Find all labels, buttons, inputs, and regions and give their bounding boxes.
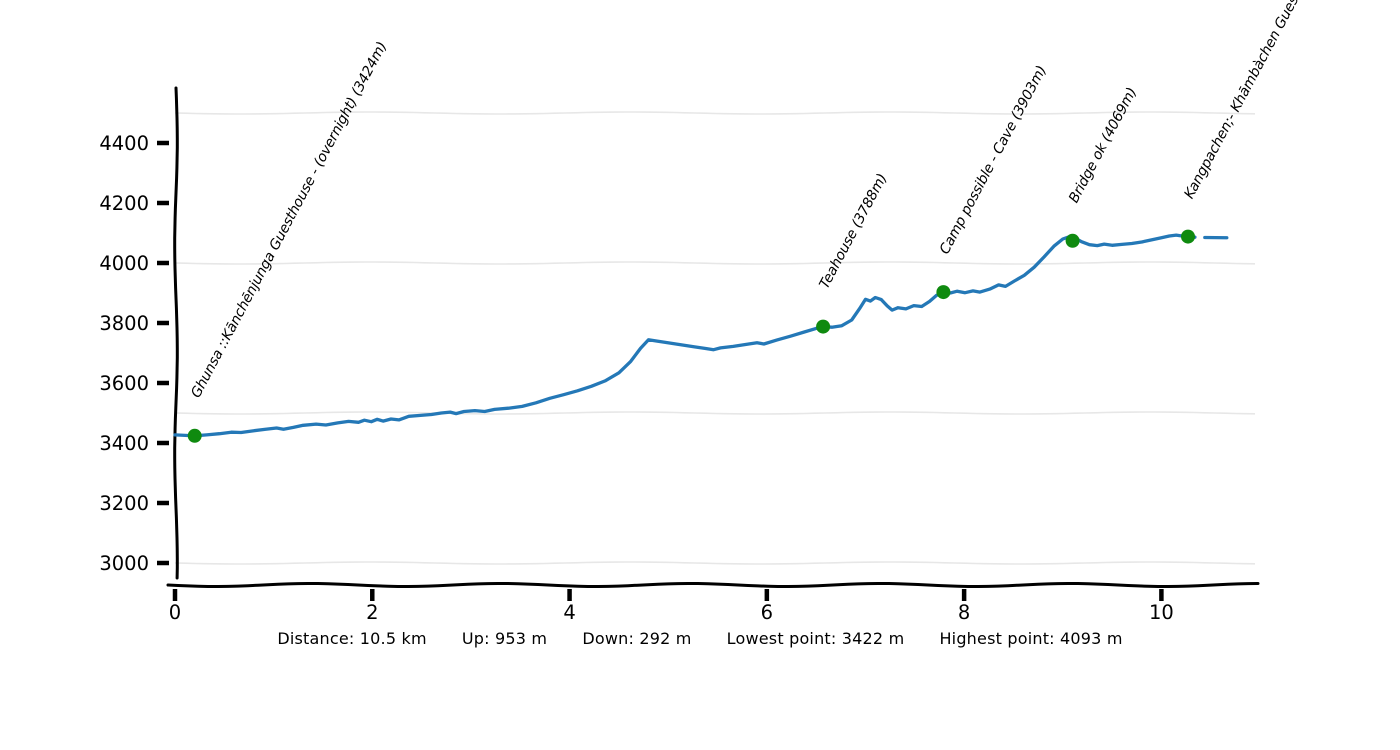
y-tick-label-3800: 3800 — [99, 312, 149, 335]
grid-line-4000 — [174, 261, 1256, 265]
x-tick-label-10: 10 — [1149, 601, 1174, 624]
x-tick-label-6: 6 — [761, 601, 773, 624]
y-tick-label-3200: 3200 — [99, 492, 149, 515]
stat-up: Up: 953 m — [461, 629, 548, 648]
y-tick-label-4200: 4200 — [99, 192, 149, 215]
waypoint-label-1: Teahouse (3788m) — [817, 171, 891, 291]
y-tick-label-3600: 3600 — [99, 372, 149, 395]
x-tick-label-4: 4 — [563, 601, 575, 624]
waypoint-marker-4[interactable] — [1181, 229, 1195, 244]
stat-highest-point: Highest point: 4093 m — [939, 629, 1123, 648]
stat-down: Down: 292 m — [582, 629, 692, 648]
waypoint-label-0: Ghunsa ::Kānchēnjunga Guesthouse - (over… — [188, 39, 390, 400]
waypoint-marker-3[interactable] — [1065, 233, 1080, 248]
elevation-line — [193, 233, 1197, 438]
waypoint-label-3: Bridge ok (4069m) — [1066, 85, 1140, 206]
stats-bar: Distance: 10.5 km Up: 953 m Down: 292 m … — [0, 629, 1400, 648]
stat-lowest-point: Lowest point: 3422 m — [726, 629, 905, 648]
grid-line-3500 — [174, 411, 1256, 415]
waypoint-label-4: Kangpachen;- Khāmbàchen Guest Ho — [1181, 0, 1315, 201]
grid-line-3000 — [174, 561, 1256, 565]
y-tick-label-3000: 3000 — [99, 552, 149, 575]
waypoint-label-2: Camp possible - Cave (3903m) — [937, 63, 1050, 257]
stat-distance: Distance: 10.5 km — [277, 629, 427, 648]
track-lead-dash — [173, 433, 190, 438]
waypoint-marker-0[interactable] — [187, 428, 202, 443]
y-tick-label-4400: 4400 — [99, 132, 149, 155]
waypoint-marker-1[interactable] — [816, 319, 831, 334]
y-tick-label-3400: 3400 — [99, 432, 149, 455]
waypoint-marker-2[interactable] — [936, 285, 951, 300]
x-axis-spine — [166, 582, 1260, 588]
grid-line-4500 — [174, 111, 1256, 115]
y-tick-label-4000: 4000 — [99, 252, 149, 275]
y-axis-spine — [173, 86, 179, 580]
x-tick-label-2: 2 — [366, 601, 378, 624]
x-tick-label-8: 8 — [958, 601, 970, 624]
x-tick-label-0: 0 — [169, 601, 181, 624]
